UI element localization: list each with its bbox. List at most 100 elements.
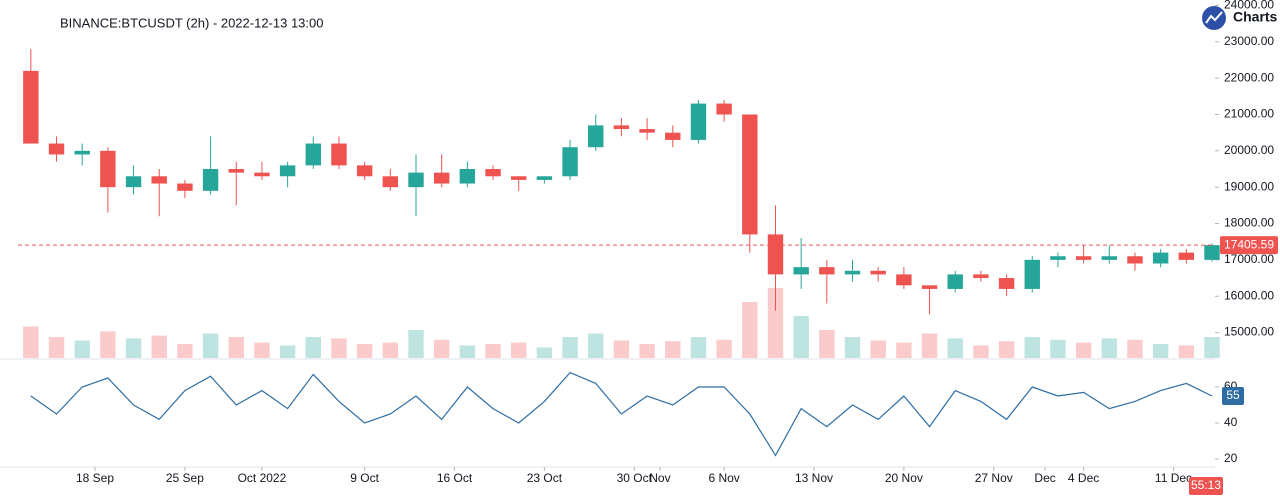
- candle-body: [1101, 256, 1117, 260]
- x-tick-label: 20 Nov: [885, 471, 923, 485]
- candle-body: [48, 143, 65, 155]
- volume-bar: [536, 347, 553, 358]
- rsi-value-label: 55: [1226, 388, 1240, 402]
- x-tick-label: 25 Sep: [166, 471, 204, 485]
- candle-body: [202, 169, 219, 191]
- y-tick-label: 16000.00: [1224, 288, 1274, 302]
- last-price-box: [1220, 236, 1278, 255]
- y-tick-label: 19000.00: [1224, 179, 1274, 193]
- x-tick-label: 6 Nov: [708, 471, 739, 485]
- countdown: 55:13: [1191, 478, 1221, 492]
- candle-body: [562, 147, 578, 177]
- candle-body: [254, 172, 270, 177]
- brand-logo-icon: [1205, 11, 1223, 24]
- volume-bar: [947, 338, 963, 358]
- volume-bar: [125, 338, 142, 358]
- candle-body: [382, 176, 399, 188]
- candle-body: [613, 125, 630, 130]
- candle-body: [742, 114, 758, 235]
- y-tick-label: 23000.00: [1224, 34, 1274, 48]
- candle-body: [947, 274, 963, 289]
- candle-body: [1024, 259, 1040, 289]
- volume-bar: [356, 344, 373, 358]
- x-tick-label: 13 Nov: [795, 471, 833, 485]
- x-tick-label: 27 Nov: [975, 471, 1013, 485]
- volume-bar: [690, 337, 707, 358]
- volume-bar: [48, 337, 65, 358]
- volume-bar: [23, 326, 39, 358]
- volume-bar: [433, 339, 450, 358]
- volume-bar: [973, 345, 989, 358]
- candle-body: [100, 150, 116, 188]
- candle-body: [151, 176, 167, 184]
- candle-body: [896, 274, 912, 286]
- candle-body: [125, 176, 142, 188]
- x-tick-label: Nov: [649, 471, 670, 485]
- candle-body: [408, 172, 424, 188]
- candle-body: [1204, 245, 1220, 260]
- candle-body: [459, 169, 476, 184]
- volume-bar: [870, 340, 886, 358]
- candle-body: [305, 143, 321, 166]
- candle-body: [279, 165, 296, 177]
- volume-bar: [921, 333, 938, 358]
- candle-body: [588, 125, 604, 148]
- x-tick-label: Dec: [1034, 471, 1055, 485]
- volume-bar: [305, 337, 321, 358]
- candle-body: [716, 103, 732, 115]
- y-tick-label: 22000.00: [1224, 70, 1274, 84]
- volume-bar: [485, 344, 501, 358]
- candle-body: [331, 143, 347, 166]
- candle-body: [665, 132, 681, 140]
- volume-bar: [1101, 338, 1117, 358]
- countdown-box: [1189, 477, 1223, 495]
- brand: Charts p: [1233, 9, 1280, 25]
- volume-bar: [665, 341, 681, 358]
- x-tick-label: Oct 2022: [238, 471, 287, 485]
- rsi-value-box: [1222, 387, 1244, 405]
- volume-bar: [177, 344, 193, 358]
- candle-body: [485, 169, 501, 177]
- candle-body: [23, 70, 39, 144]
- candle-body: [921, 285, 938, 289]
- candle-body: [1075, 256, 1092, 260]
- y-tick-label: 21000.00: [1224, 107, 1274, 121]
- volume-bar: [459, 345, 476, 358]
- x-tick-label: 30 Oct: [617, 471, 653, 485]
- rsi-line: [30, 371, 1213, 457]
- candle-body: [998, 278, 1015, 289]
- candle-body: [1127, 256, 1143, 264]
- volume-bar: [1204, 337, 1220, 358]
- y-tick-label: 18000.00: [1224, 216, 1274, 230]
- volume-bar: [1050, 339, 1066, 358]
- volume-bar: [767, 288, 784, 358]
- volume-bar: [279, 345, 296, 358]
- candle-body: [639, 129, 655, 133]
- candle-body: [74, 150, 90, 155]
- x-tick-label: 11 Dec: [1155, 471, 1192, 485]
- y-tick-label: 17000.00: [1224, 252, 1274, 266]
- chart-title: BINANCE:BTCUSDT (2h) - 2022-12-13 13:00: [60, 15, 323, 30]
- x-tick-label: 16 Oct: [437, 471, 473, 485]
- volume-bar: [1178, 345, 1195, 358]
- candle-body: [1178, 252, 1195, 260]
- x-tick-label: 4 Dec: [1068, 471, 1099, 485]
- volume-bar: [382, 342, 399, 358]
- volume-bar: [716, 339, 732, 358]
- volume-bar: [1127, 339, 1143, 358]
- volume-bar: [998, 341, 1015, 358]
- volume-bar: [613, 340, 630, 358]
- candle-body: [767, 234, 784, 275]
- x-tick-label: 18 Sep: [76, 471, 114, 485]
- y-tick-label: 20000.00: [1224, 143, 1274, 157]
- volume-bar: [819, 330, 835, 358]
- candle-body: [228, 169, 244, 173]
- volume-bar: [588, 333, 604, 358]
- volume-bar: [844, 337, 861, 358]
- volume-bar: [151, 335, 167, 358]
- x-tick-label: 9 Oct: [350, 471, 379, 485]
- candle-body: [511, 176, 527, 180]
- volume-bar: [562, 337, 578, 358]
- candle-body: [1050, 256, 1066, 260]
